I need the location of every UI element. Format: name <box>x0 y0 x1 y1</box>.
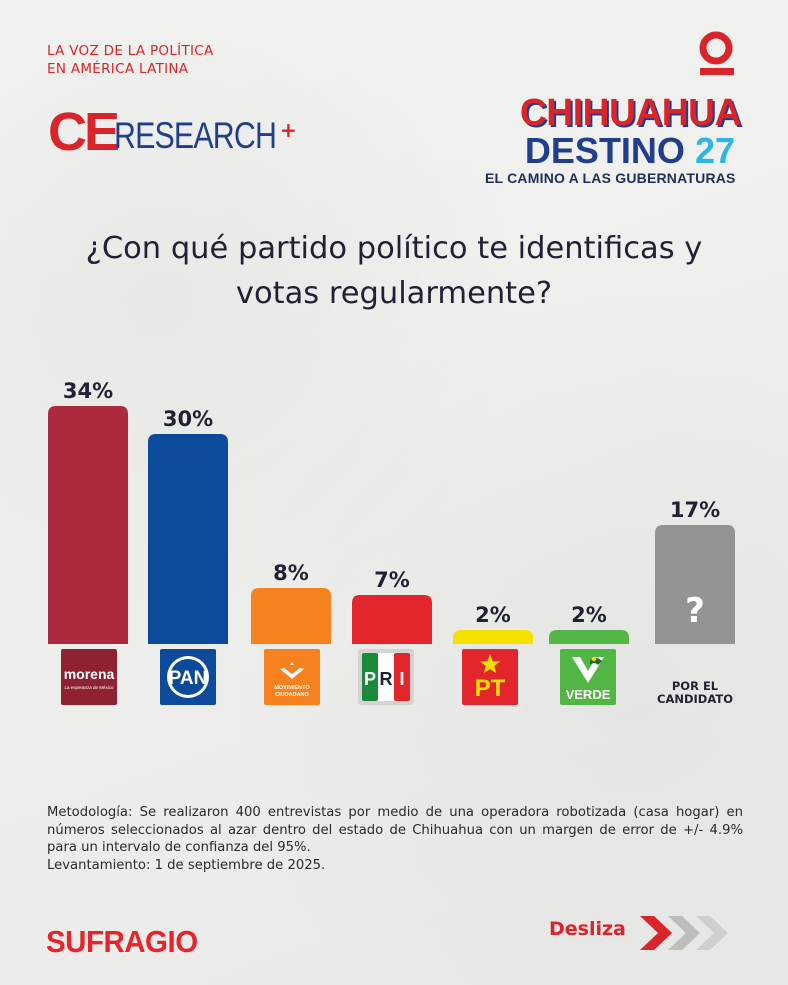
mc-logo-text-2: CIUDADANO <box>275 692 309 698</box>
campaign-title-state: CHIHUAHUA <box>519 92 742 134</box>
data-label: 17% <box>670 498 720 522</box>
candidate-label: POR EL CANDIDATO <box>647 680 743 706</box>
mc-logo-text-1: MOVIMIENTO <box>274 685 310 691</box>
bar-pan <box>148 434 228 644</box>
swipe-label[interactable]: Desliza <box>549 918 626 940</box>
pri-logo: P R I <box>358 649 414 705</box>
fieldwork-date: Levantamiento: 1 de septiembre de 2025. <box>47 857 326 873</box>
bar-movimiento-ciudadano <box>251 588 331 644</box>
morena-logo: morena La esperanza de México <box>61 649 117 705</box>
data-label: 34% <box>63 379 113 403</box>
bar-pt <box>453 630 533 644</box>
verde-logo: VERDE <box>560 649 616 705</box>
methodology-text: Metodología: Se realizaron 400 entrevist… <box>47 805 743 855</box>
data-label: 7% <box>374 568 410 592</box>
pt-logo-text: PT <box>475 675 506 702</box>
pan-logo: PAN <box>160 649 216 705</box>
candidate-label-line-2: CANDIDATO <box>657 692 733 706</box>
tagline-line-1: LA VOZ DE LA POLÍTICA <box>47 43 214 59</box>
campaign-logo: CHIHUAHUA DESTINO 27 EL CAMINO A LAS GUB… <box>485 94 755 186</box>
campaign-title-destino: DESTINO 27 <box>485 132 735 170</box>
chevrons-right-icon[interactable] <box>638 912 738 954</box>
pt-logo: PT <box>462 649 518 705</box>
bar-por-el-candidato <box>655 525 735 644</box>
campaign-destino-number: 27 <box>694 130 735 171</box>
chart-title: ¿Con qué partido político te identificas… <box>85 231 703 311</box>
ce-research-logo-ce: CE <box>48 102 120 162</box>
ce-research-logo-research: RESEARCH <box>114 115 277 156</box>
movimiento-ciudadano-logo: MOVIMIENTO CIUDADANO <box>264 649 320 705</box>
campaign-destino-word: DESTINO <box>524 130 685 171</box>
data-label: 2% <box>571 603 607 627</box>
unknown-mark: ? <box>685 591 705 631</box>
sufragio-logo: SUFRAGIO <box>46 924 198 959</box>
pri-logo-r: R <box>380 669 393 689</box>
pri-logo-p: P <box>364 669 376 689</box>
data-label: 30% <box>163 407 213 431</box>
methodology-note: Metodología: Se realizaron 400 entrevist… <box>47 804 743 874</box>
bar-verde <box>549 630 629 644</box>
tagline-line-2: EN AMÉRICA LATINA <box>47 61 189 77</box>
bar-pri <box>352 595 432 644</box>
pri-logo-i: I <box>399 669 404 689</box>
verde-logo-text: VERDE <box>566 687 611 702</box>
bar-chart: 34% 30% 8% 7% 2% 2% 17%? <box>48 379 735 644</box>
morena-logo-text: morena <box>64 666 115 682</box>
campaign-subtitle: EL CAMINO A LAS GUBERNATURAS <box>485 170 736 186</box>
bar-morena <box>48 406 128 644</box>
plus-icon: + <box>280 118 297 142</box>
tagline: LA VOZ DE LA POLÍTICA EN AMÉRICA LATINA <box>47 42 214 78</box>
morena-logo-subtext: La esperanza de México <box>64 685 114 690</box>
candidate-label-line-1: POR EL <box>671 679 719 693</box>
pan-logo-text: PAN <box>169 668 208 689</box>
data-label: 2% <box>475 603 511 627</box>
o-brand-icon <box>699 31 734 75</box>
data-label: 8% <box>273 561 309 585</box>
